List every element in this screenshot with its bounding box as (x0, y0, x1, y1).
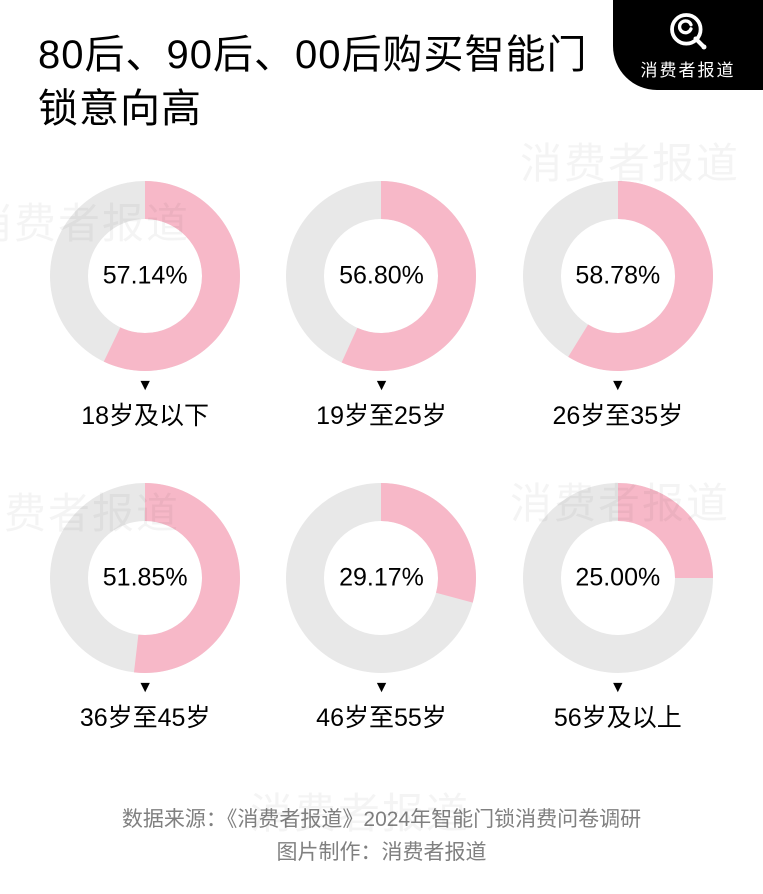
donut-label: 46岁至55岁 (316, 698, 447, 734)
donut-label: 26岁至35岁 (553, 396, 684, 432)
donut-label: 19岁至25岁 (316, 396, 447, 432)
pointer-icon: ▼ (374, 378, 390, 394)
donut-percent: 51.85% (103, 564, 188, 593)
donut-percent: 58.78% (575, 262, 660, 291)
donut-cell: 56.80% ▼ 19岁至25岁 (268, 176, 494, 432)
donut-cell: 58.78% ▼ 26岁至35岁 (505, 176, 731, 432)
donut-chart: 58.78% (518, 176, 718, 376)
donut-grid: 57.14% ▼ 18岁及以下 56.80% ▼ 19岁至25岁 58.78% ▼ 26岁至35… (0, 146, 763, 754)
pointer-icon: ▼ (137, 680, 153, 696)
donut-label: 36岁至45岁 (80, 698, 211, 734)
donut-percent: 57.14% (103, 262, 188, 291)
brand-logo-icon (667, 10, 709, 52)
donut-cell: 57.14% ▼ 18岁及以下 (32, 176, 258, 432)
donut-chart: 51.85% (45, 478, 245, 678)
pointer-icon: ▼ (610, 680, 626, 696)
donut-percent: 29.17% (339, 564, 424, 593)
donut-label: 56岁及以上 (554, 698, 682, 734)
pointer-icon: ▼ (610, 378, 626, 394)
pointer-icon: ▼ (374, 680, 390, 696)
brand-text: 消费者报道 (641, 56, 736, 81)
donut-cell: 25.00% ▼ 56岁及以上 (505, 478, 731, 734)
donut-chart: 57.14% (45, 176, 245, 376)
footer: 数据来源：《消费者报道》2024年智能门锁消费问卷调研 图片制作：消费者报道 (0, 803, 763, 870)
page-title: 80后、90后、00后购买智能门锁意向高 (38, 28, 603, 136)
footer-source: 数据来源：《消费者报道》2024年智能门锁消费问卷调研 (0, 803, 763, 837)
donut-percent: 25.00% (575, 564, 660, 593)
pointer-icon: ▼ (137, 378, 153, 394)
donut-chart: 25.00% (518, 478, 718, 678)
brand-badge: 消费者报道 (613, 0, 763, 90)
donut-chart: 56.80% (281, 176, 481, 376)
footer-credit: 图片制作：消费者报道 (0, 836, 763, 870)
donut-percent: 56.80% (339, 262, 424, 291)
donut-cell: 29.17% ▼ 46岁至55岁 (268, 478, 494, 734)
donut-chart: 29.17% (281, 478, 481, 678)
donut-cell: 51.85% ▼ 36岁至45岁 (32, 478, 258, 734)
donut-label: 18岁及以下 (81, 396, 209, 432)
